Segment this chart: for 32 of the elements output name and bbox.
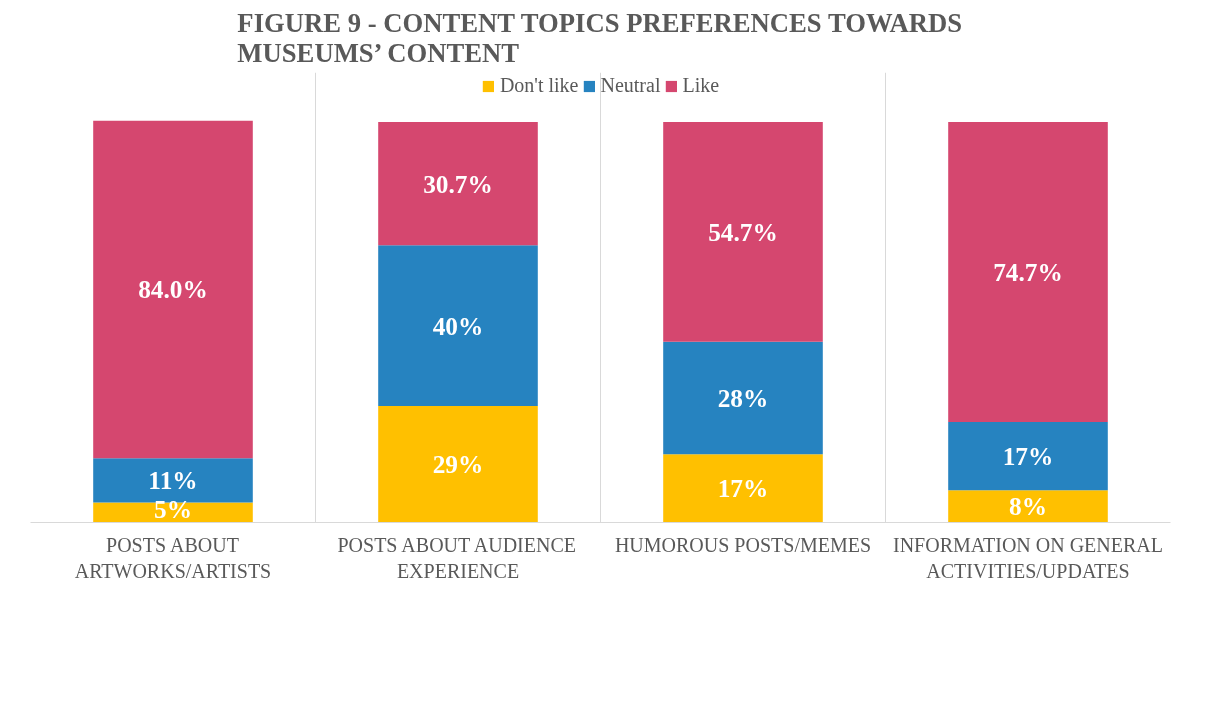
chart-title: FIGURE 9 - CONTENT TOPICS PREFERENCES TOWARDS MUSEUMS’ CONTENT [237,7,963,68]
data-label: 17% [1002,442,1054,471]
data-label: 54.7% [708,217,778,246]
legend-label: Don't like [499,74,579,97]
bar [663,121,823,342]
x-tick-label: HUMOROUS POSTS/MEMES [614,533,872,556]
bar [663,341,823,455]
bar [93,502,253,523]
data-label: 5% [154,494,192,523]
bar [663,454,823,523]
x-tick-label: INFORMATION ON GENERAL ACTIVITIES/UPDATES [893,533,1163,582]
data-label: 8% [1009,492,1047,521]
data-label: 30.7% [423,169,493,198]
data-label: 74.7% [993,257,1063,286]
data-label: 11% [148,466,198,495]
data-label: 84.0% [138,275,208,304]
data-label: 28% [717,383,769,412]
bar [378,245,538,406]
x-tick-label: POSTS ABOUT AUDIENCE EXPERIENCE [337,533,576,582]
bar [948,121,1108,423]
bar [93,458,253,503]
legend-label: Neutral [600,74,661,97]
data-label: 17% [717,474,769,503]
x-tick-label: POSTS ABOUT ARTWORKS/ARTISTS [74,533,272,582]
bar [948,422,1108,491]
data-label: 29% [432,450,484,479]
bar [948,490,1108,523]
bar [378,405,538,523]
bar [93,120,253,459]
data-label: 40% [432,311,484,340]
legend-label: Like [682,74,720,97]
bar [378,121,538,246]
